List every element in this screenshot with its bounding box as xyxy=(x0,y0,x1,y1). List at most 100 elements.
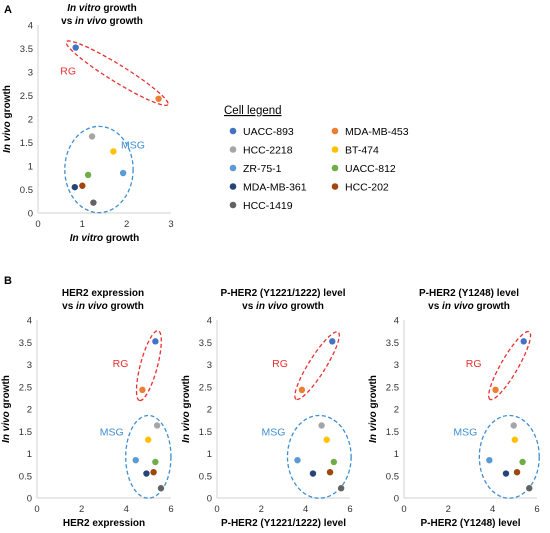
y-tick-label: 0 xyxy=(28,209,33,220)
data-point-hcc-202 xyxy=(150,468,157,476)
x-tick-label: 0 xyxy=(214,504,219,515)
data-point-hcc-202 xyxy=(79,182,86,189)
y-tick-label: 1.5 xyxy=(19,427,32,438)
y-tick-label: 1 xyxy=(207,449,212,460)
chart-b-her2-expression: HER2 expression vs in vivo growth 0 0.5 1 1.5… xyxy=(1,288,174,529)
msg-group-label: MSG xyxy=(453,426,477,438)
x-tick-label: 0 xyxy=(35,219,40,230)
data-point-mda-mb-453 xyxy=(155,95,162,102)
x-tick-label: 0 xyxy=(34,504,39,515)
y-tick-label: 0.5 xyxy=(199,471,212,482)
chart-b-phe2-y1221: P-HER2 (Y1221/1222) level vs in vivo grow… xyxy=(181,288,353,529)
y-axis-label: In vivo growth xyxy=(368,375,379,443)
legend-item-hcc-2218: HCC-2218 xyxy=(243,144,293,156)
msg-group-label: MSG xyxy=(100,426,124,438)
y-tick-label: 1 xyxy=(394,449,399,460)
legend-item-zr-75-1: ZR-75-1 xyxy=(243,163,282,175)
y-tick-label: 2 xyxy=(394,405,399,416)
y-tick-label: 1.5 xyxy=(20,138,33,149)
legend-marker xyxy=(229,127,237,135)
chart-title: P-HER2 (Y1248) level xyxy=(419,288,519,299)
x-tick-label: 3 xyxy=(168,219,173,230)
legend-item-mda-mb-361: MDA-MB-361 xyxy=(243,181,307,193)
x-tick-label: 4 xyxy=(490,504,495,515)
y-tick-label: 1 xyxy=(27,449,32,460)
y-axis-label: In vivo growth xyxy=(1,375,12,443)
data-point-hcc-202 xyxy=(326,468,334,476)
y-tick-label: 2.5 xyxy=(199,382,212,393)
data-point-hcc-1419 xyxy=(337,485,345,492)
y-tick-label: 4 xyxy=(394,316,399,327)
y-tick-label: 0 xyxy=(394,494,399,505)
data-point-zr-75-1 xyxy=(119,169,127,177)
y-tick-label: 3.5 xyxy=(199,338,212,349)
rg-group-label: RG xyxy=(113,358,129,370)
y-tick-label: 2.5 xyxy=(19,382,32,393)
data-point-bt-474 xyxy=(145,436,152,443)
msg-group-ellipse xyxy=(125,414,172,499)
y-axis-label: In vivo growth xyxy=(2,85,13,153)
y-tick-label: 0 xyxy=(27,494,32,505)
chart-title: P-HER2 (Y1221/1222) level xyxy=(220,288,345,299)
data-point-hcc-202 xyxy=(513,468,521,476)
y-tick-label: 2 xyxy=(27,405,32,416)
data-point-hcc-2218 xyxy=(88,133,96,140)
legend-item-mda-mb-453: MDA-MB-453 xyxy=(345,126,409,138)
y-tick-label: 2.5 xyxy=(386,382,399,393)
rg-group-ellipse xyxy=(294,331,340,401)
x-tick-label: 0 xyxy=(401,504,406,515)
y-tick-label: 1.5 xyxy=(386,427,399,438)
x-tick-label: 6 xyxy=(168,504,173,515)
data-point-mda-mb-361 xyxy=(309,470,317,477)
rg-group-ellipse xyxy=(488,330,532,401)
x-tick-label: 1 xyxy=(80,219,85,230)
x-axis-label: In vitro growth xyxy=(70,233,139,244)
data-point-uacc-812 xyxy=(152,458,159,466)
x-tick-label: 6 xyxy=(534,504,539,515)
x-axis-label: P-HER2 (Y1248) level xyxy=(420,518,520,529)
y-tick-label: 4 xyxy=(207,316,212,327)
data-point-mda-mb-361 xyxy=(502,470,510,477)
legend-marker xyxy=(331,127,339,135)
y-tick-label: 0.5 xyxy=(20,185,33,196)
data-point-bt-474 xyxy=(323,436,330,443)
data-point-uacc-893 xyxy=(72,44,79,51)
data-point-uacc-893 xyxy=(152,338,159,345)
data-point-mda-mb-453 xyxy=(298,386,306,394)
rg-group-ellipse xyxy=(65,40,169,107)
data-point-uacc-812 xyxy=(330,458,338,466)
y-tick-label: 3 xyxy=(28,68,33,79)
y-tick-label: 4 xyxy=(28,21,33,32)
y-tick-label: 3 xyxy=(27,360,32,371)
data-point-hcc-2218 xyxy=(318,422,325,429)
chart-title: In vitro growth xyxy=(67,3,136,14)
data-point-hcc-1419 xyxy=(526,485,533,492)
y-tick-label: 2 xyxy=(207,405,212,416)
x-tick-label: 2 xyxy=(124,219,129,230)
y-tick-label: 3 xyxy=(394,360,399,371)
legend-item-bt-474: BT-474 xyxy=(345,144,379,156)
x-tick-label: 6 xyxy=(347,504,352,515)
data-point-zr-75-1 xyxy=(294,456,301,464)
panel-label-a: A xyxy=(4,4,12,16)
msg-group-label: MSG xyxy=(121,139,145,151)
y-tick-label: 4 xyxy=(27,316,32,327)
msg-group-ellipse xyxy=(478,414,540,499)
rg-group-label: RG xyxy=(60,66,76,78)
legend-item-uacc-812: UACC-812 xyxy=(345,163,396,175)
msg-group-label: MSG xyxy=(262,426,286,438)
x-tick-label: 2 xyxy=(259,504,264,515)
legend-item-hcc-1419: HCC-1419 xyxy=(243,200,293,212)
data-point-mda-mb-361 xyxy=(71,183,78,191)
legend-marker xyxy=(229,183,237,190)
data-point-uacc-893 xyxy=(520,338,527,345)
y-tick-label: 3.5 xyxy=(20,44,33,55)
data-point-hcc-2218 xyxy=(510,422,517,429)
msg-group-ellipse xyxy=(64,125,134,214)
x-axis-label: HER2 expression xyxy=(63,518,145,529)
y-tick-label: 3.5 xyxy=(19,338,32,349)
data-point-hcc-1419 xyxy=(90,199,97,206)
x-tick-label: 2 xyxy=(446,504,451,515)
y-tick-label: 1.5 xyxy=(199,427,212,438)
